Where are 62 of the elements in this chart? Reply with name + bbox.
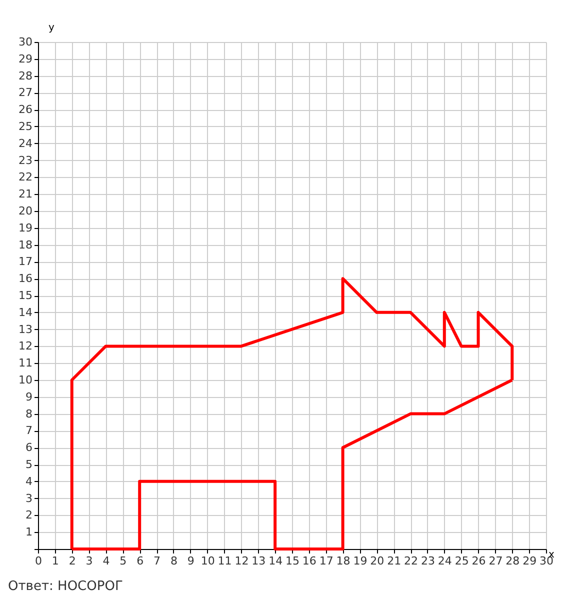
x-tick-label: 3 bbox=[86, 554, 93, 568]
y-tick-label: 12 bbox=[18, 340, 32, 353]
y-tick-label: 16 bbox=[18, 272, 32, 286]
y-tick-label: 23 bbox=[18, 154, 32, 167]
x-tick-label: 21 bbox=[387, 554, 402, 568]
y-tick-label: 26 bbox=[18, 103, 32, 116]
y-tick-label: 10 bbox=[18, 374, 32, 386]
y-tick-label: 15 bbox=[18, 289, 32, 302]
y-tick-label: 24 bbox=[18, 136, 32, 150]
y-tick-label: 8 bbox=[26, 407, 32, 420]
y-tick-label: 28 bbox=[18, 69, 32, 82]
y-tick-label: 11 bbox=[18, 356, 32, 370]
y-tick-label: 9 bbox=[26, 390, 32, 404]
y-tick-label: 30 bbox=[18, 36, 32, 48]
x-tick-label: 18 bbox=[336, 554, 350, 568]
x-tick-label: 9 bbox=[187, 554, 194, 568]
x-tick-label: 27 bbox=[488, 554, 503, 568]
x-tick-label: 28 bbox=[506, 554, 520, 568]
x-tick-label: 14 bbox=[268, 554, 283, 568]
y-tick-label: 3 bbox=[26, 492, 32, 505]
x-tick-label: 15 bbox=[286, 554, 300, 568]
x-tick-label: 4 bbox=[102, 554, 110, 568]
x-tick-label: 20 bbox=[370, 554, 384, 568]
y-tick-label: 25 bbox=[18, 120, 32, 133]
x-tick-label: 5 bbox=[120, 554, 127, 568]
x-tick-label: 12 bbox=[234, 554, 249, 568]
text: Ответ: НОСОРОГ bbox=[8, 579, 123, 594]
x-tick-label: 17 bbox=[319, 554, 334, 568]
y-tick-label: 22 bbox=[18, 170, 32, 184]
x-tick-label: 6 bbox=[136, 554, 144, 568]
x-tick-label: 25 bbox=[454, 554, 469, 568]
y-tick-label: 19 bbox=[18, 221, 32, 234]
y-tick-label: 18 bbox=[18, 238, 32, 252]
y-tick-label: 20 bbox=[18, 204, 32, 218]
x-tick-label: 13 bbox=[252, 554, 266, 568]
y-tick-label: 1 bbox=[26, 526, 32, 539]
x-tick-label: 0 bbox=[35, 554, 42, 568]
x-tick-label: 2 bbox=[68, 554, 76, 568]
x-tick-label: 24 bbox=[438, 554, 452, 568]
y-tick-label: 14 bbox=[18, 306, 32, 319]
x-tick-label: 19 bbox=[353, 554, 368, 568]
y-tick-label: 21 bbox=[18, 188, 32, 201]
y-tick-label: 4 bbox=[26, 474, 32, 488]
x-tick-label: 8 bbox=[170, 554, 178, 568]
x-tick-label: 23 bbox=[420, 554, 435, 568]
y-tick-label: 5 bbox=[26, 458, 32, 471]
x-tick-label: 7 bbox=[154, 554, 161, 568]
y-tick-label: 17 bbox=[18, 255, 32, 268]
y-tick-label: 2 bbox=[26, 508, 32, 522]
x-tick-label: 22 bbox=[404, 554, 418, 568]
x-tick-label: 29 bbox=[522, 554, 537, 568]
x-tick-label: 10 bbox=[200, 554, 215, 568]
x-tick-label: 11 bbox=[218, 554, 232, 568]
y-tick-label: 29 bbox=[18, 52, 32, 66]
x-tick-label: 16 bbox=[302, 554, 316, 568]
x-tick-label: 26 bbox=[472, 554, 486, 568]
y-axis-title: y bbox=[48, 22, 54, 34]
y-tick-label: 13 bbox=[18, 322, 32, 336]
y-tick-label: 27 bbox=[18, 86, 32, 100]
y-tick-label: 7 bbox=[26, 424, 32, 438]
x-tick-label: 1 bbox=[52, 554, 59, 568]
y-tick-label: 6 bbox=[26, 441, 32, 454]
